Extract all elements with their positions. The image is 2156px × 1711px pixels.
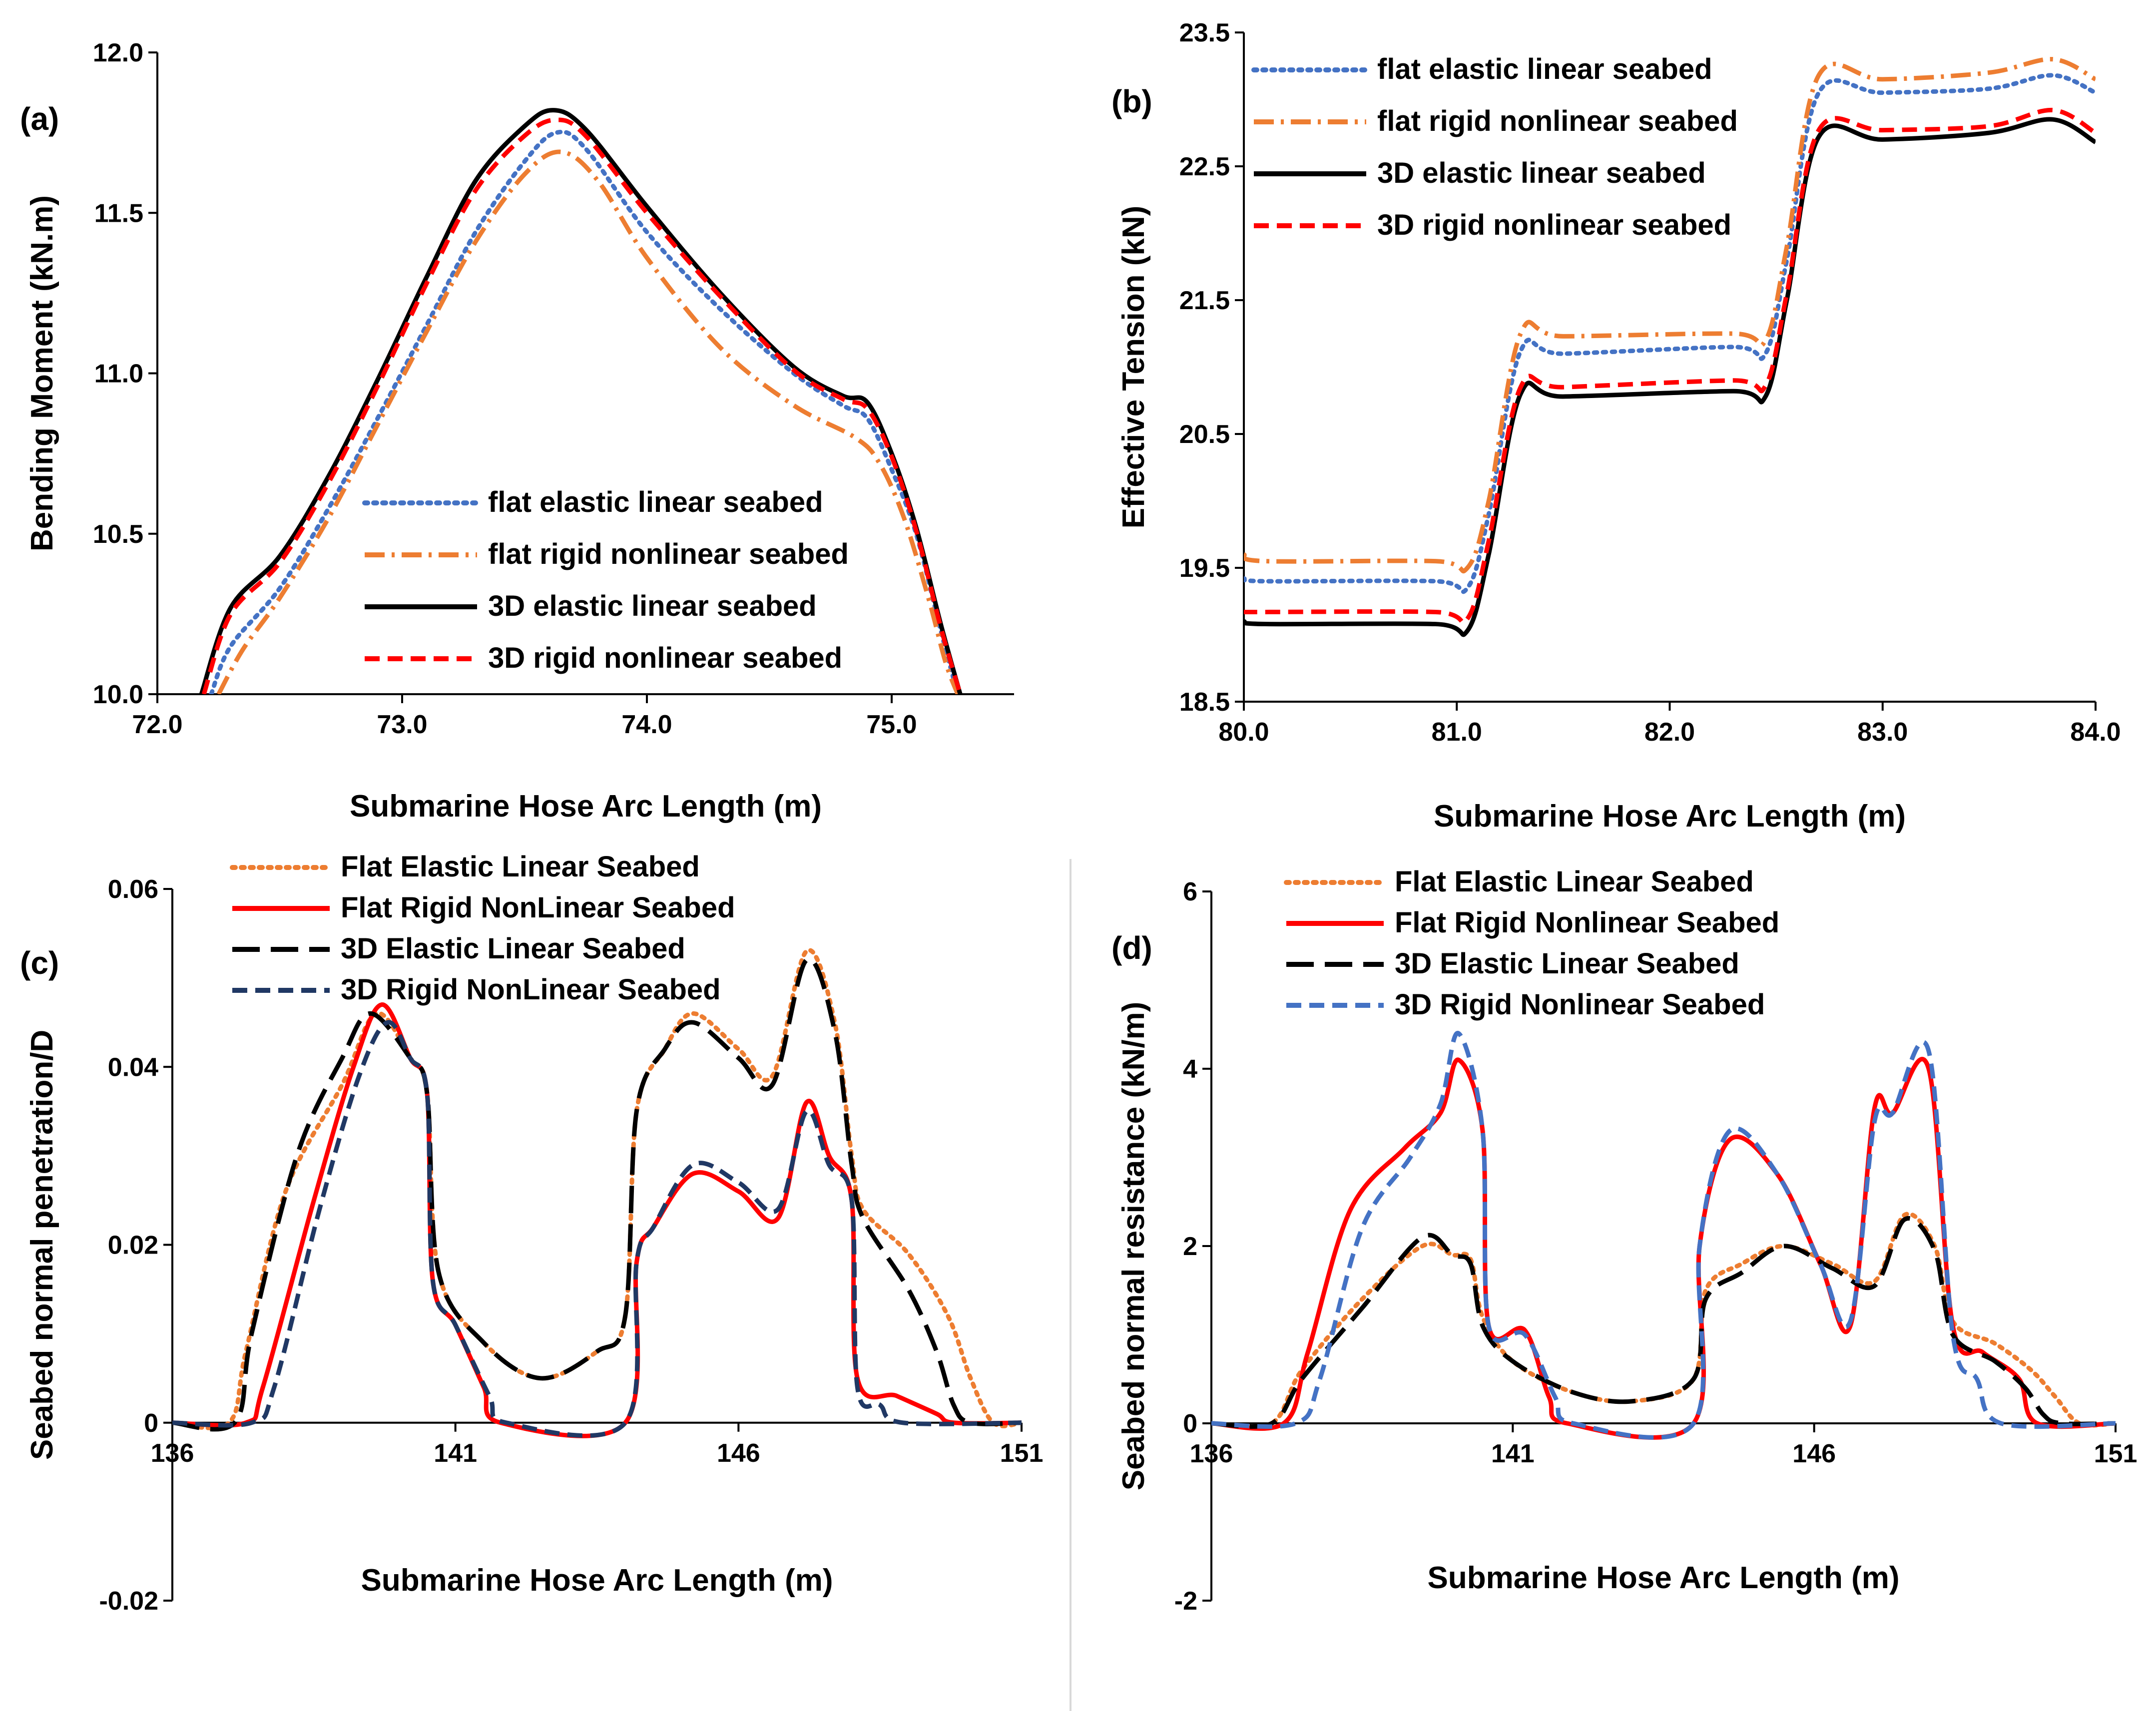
x-tick-label: 141 [434,1439,477,1468]
x-tick-label: 146 [1792,1439,1836,1468]
series-line-2 [1244,57,2096,574]
y-tick-label: 22.5 [1179,152,1230,181]
panel-c-seabed-penetration: -0.02 0 0.02 0.04 0.06 136 141 146 151 Submarine … [20,851,1043,1616]
legend-entry: flat elastic linear seabed [488,486,823,518]
series-line-1 [209,129,960,694]
y-axis-label: Bending Moment (kN.m) [25,195,59,551]
y-tick-label: 11.5 [94,199,143,228]
series-line-3 [172,956,1022,1432]
y-axis-label: Seabed normal penetration/D [25,1030,59,1460]
legend-entry: 3D Rigid Nonlinear Seabed [1395,988,1765,1021]
y-tick-label: 6 [1183,877,1197,906]
x-tick-label: 136 [151,1439,194,1468]
panel-b-effective-tension: 18.5 19.5 20.5 21.5 22.5 23.5 80.0 81.0 82.0 83.0… [1111,18,2121,834]
y-tick-label: 0.06 [108,875,158,904]
y-tick-label: 11.0 [94,360,143,389]
y-tick-label: -0.02 [99,1587,158,1616]
y-axis-label: Effective Tension (kN) [1116,206,1151,529]
x-tick-label: 82.0 [1644,718,1695,747]
x-tick-label: 75.0 [866,710,917,739]
series-line-2 [172,1002,1022,1438]
legend-entry: Flat Rigid NonLinear Seabed [341,891,735,924]
series-line-4 [1211,1031,2116,1440]
y-tick-label: 23.5 [1179,18,1230,47]
x-axis-label: Submarine Hose Arc Length (m) [361,1563,833,1598]
series-line-4 [1244,107,2096,625]
x-tick-label: 80.0 [1218,718,1269,747]
series-line-3 [1211,1216,2116,1429]
legend-entry: 3D rigid nonlinear seabed [488,642,842,674]
panel-d-seabed-resistance: -2 0 2 4 6 136 141 146 151 Submarine Hose Arc Len… [1111,865,2137,1616]
y-tick-label: 0 [1183,1409,1197,1438]
x-tick-label: 72.0 [132,710,182,739]
legend-entry: 3D Elastic Linear Seabed [1395,947,1739,980]
x-tick-label: 81.0 [1432,718,1482,747]
x-axis-label: Submarine Hose Arc Length (m) [1427,1561,1899,1595]
panel-a-bending-moment: 10.0 10.5 11.0 11.5 12.0 72.0 73.0 74.0 75.0 Subm… [20,38,1014,824]
y-tick-label: 0 [144,1409,158,1438]
x-tick-label: 146 [717,1439,760,1468]
series-line-4 [172,1020,1022,1438]
y-tick-label: 4 [1183,1055,1197,1084]
x-tick-label: 151 [2094,1439,2138,1468]
panel-label: (a) [20,101,59,137]
y-tick-label: 10.0 [93,680,143,709]
series-line-3 [1244,117,2096,637]
x-tick-label: 73.0 [377,710,427,739]
y-tick-label: 0.02 [108,1231,158,1260]
legend-entry: flat rigid nonlinear seabed [1377,105,1738,137]
y-tick-label: 18.5 [1179,688,1230,717]
panel-label: (d) [1111,930,1152,966]
y-tick-label: 12.0 [93,38,143,67]
y-tick-label: 0.04 [108,1053,158,1082]
legend-entry: Flat Elastic Linear Seabed [341,851,700,883]
series-line-1 [1211,1212,2116,1430]
y-axis-label: Seabed normal resistance (kN/m) [1116,1002,1151,1491]
series-line-1 [172,948,1022,1430]
y-tick-label: 20.5 [1179,420,1230,449]
x-tick-label: 141 [1491,1439,1535,1468]
legend-entry: 3D Rigid NonLinear Seabed [341,973,721,1006]
legend-entry: 3D rigid nonlinear seabed [1377,209,1731,241]
y-tick-label: 2 [1183,1232,1197,1261]
x-tick-label: 84.0 [2070,718,2121,747]
legend-entry: 3D Elastic Linear Seabed [341,932,685,965]
y-tick-label: 21.5 [1179,286,1230,315]
legend-entry: 3D elastic linear seabed [488,590,817,622]
y-tick-label: 10.5 [93,520,143,549]
panel-label: (b) [1111,83,1152,119]
legend-entry: flat elastic linear seabed [1377,53,1712,85]
legend-entry: 3D elastic linear seabed [1377,157,1706,189]
x-axis-label: Submarine Hose Arc Length (m) [1434,799,1906,834]
x-tick-label: 83.0 [1857,718,1908,747]
x-tick-label: 151 [1000,1439,1044,1468]
y-tick-label: 19.5 [1179,554,1230,583]
series-line-1 [1244,73,2096,594]
legend-entry: Flat Elastic Linear Seabed [1395,865,1754,898]
panel-label: (c) [20,945,59,981]
series-line-4 [201,117,963,694]
x-axis-label: Submarine Hose Arc Length (m) [350,789,822,824]
series-line-2 [216,149,960,694]
x-tick-label: 74.0 [621,710,672,739]
legend-entry: flat rigid nonlinear seabed [488,538,849,570]
x-tick-label: 136 [1190,1439,1233,1468]
y-tick-label: -2 [1174,1587,1197,1616]
legend-entry: Flat Rigid Nonlinear Seabed [1395,906,1779,939]
